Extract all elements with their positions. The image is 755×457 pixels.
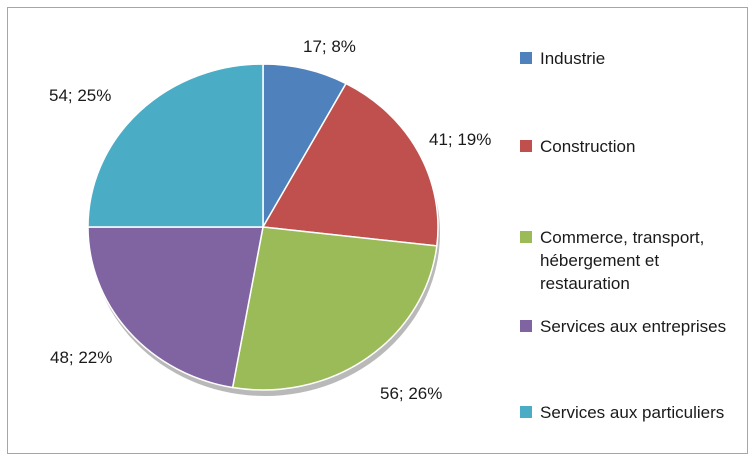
- pie-slice-commerce: [231, 226, 438, 391]
- pie-slice-services-particuliers: [87, 63, 264, 228]
- data-label-services-particuliers: 54; 25%: [49, 86, 112, 105]
- legend-item-construction: Construction: [520, 135, 745, 158]
- legend-item-services-particuliers: Services aux particuliers: [520, 401, 745, 424]
- legend-swatch: [520, 320, 532, 332]
- data-label-industrie: 17; 8%: [303, 37, 356, 56]
- data-label-commerce: 56; 26%: [380, 384, 443, 403]
- legend-swatch: [520, 140, 532, 152]
- legend-item-commerce: Commerce, transport, hébergement et rest…: [520, 226, 735, 295]
- legend-label: Services aux particuliers: [540, 403, 725, 422]
- pie-slice-services-entreprises: [87, 226, 264, 389]
- legend-label: Commerce, transport, hébergement et rest…: [540, 228, 705, 293]
- data-label-services-entreprises: 48; 22%: [50, 348, 113, 367]
- legend-label: Services aux entreprises: [540, 317, 727, 336]
- legend: Industrie Construction Commerce, transpo…: [520, 0, 750, 457]
- data-label-construction: 41; 19%: [429, 130, 492, 149]
- legend-label: Construction: [540, 137, 636, 156]
- legend-item-services-entreprises: Services aux entreprises: [520, 315, 745, 338]
- legend-swatch: [520, 52, 532, 64]
- legend-swatch: [520, 231, 532, 243]
- legend-label: Industrie: [540, 49, 606, 68]
- pie-slices: [87, 63, 440, 396]
- legend-swatch: [520, 406, 532, 418]
- pie-slice-construction: [261, 82, 439, 247]
- legend-item-industrie: Industrie: [520, 47, 745, 70]
